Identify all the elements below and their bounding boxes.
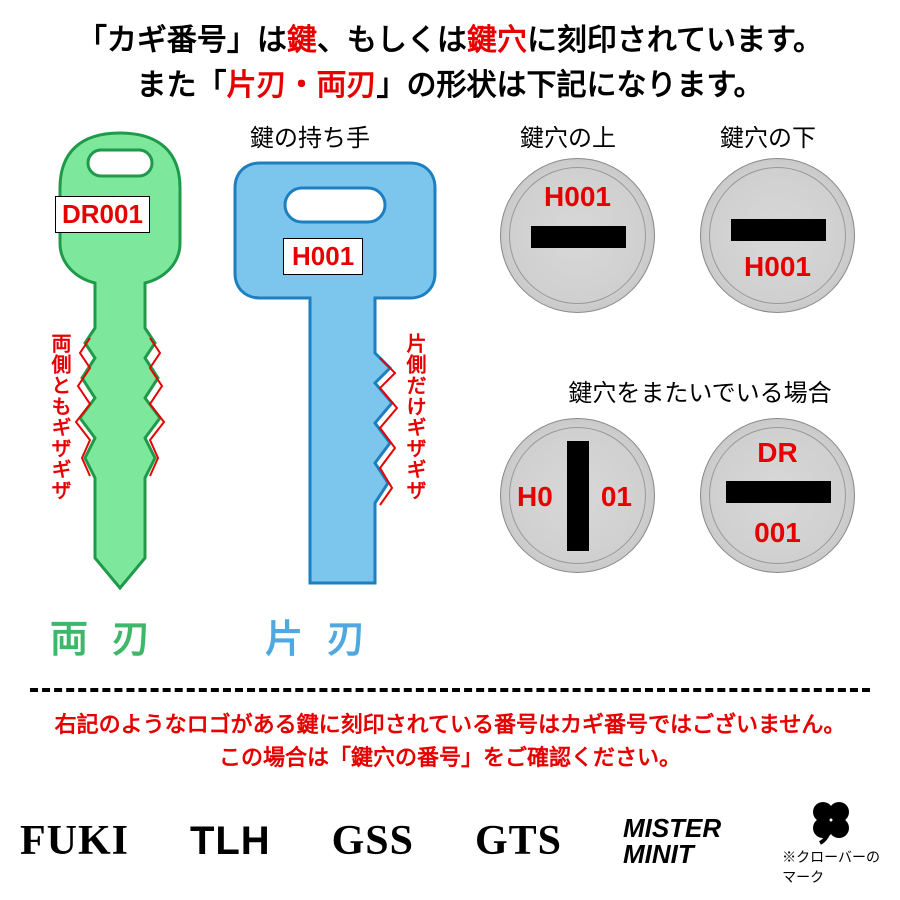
logo-gss: GSS [332,817,414,865]
bottom-warning: 右記のようなロゴがある鍵に刻印されている番号はカギ番号ではございません。 この場… [0,708,900,774]
logo-tlh: TLH [190,819,271,864]
logo-fuki: FUKI [20,817,129,865]
logo-gts: GTS [475,817,562,865]
blue-key-title: 鍵の持ち手 [250,118,370,153]
blue-key-code: H001 [283,238,363,275]
keyhole-2: H001 [700,158,855,313]
divider [30,688,870,692]
header-text: 「カギ番号」は鍵、もしくは鍵穴に刻印されています。 また「片刃・両刃」の形状は下… [0,0,900,118]
keyhole-4: DR 001 [700,418,855,573]
keyhole-3: H0 01 [500,418,655,573]
blue-side-note: 片側だけギザギザ [400,333,429,501]
keyhole-straddle-title: 鍵穴をまたいでいる場合 [530,373,870,408]
keyhole-top-title: 鍵穴の上 [520,118,616,153]
green-key-code: DR001 [55,196,150,233]
clover-note: ※クローバーの マーク [782,847,880,887]
clover-icon: ※クローバーの マーク [782,795,880,887]
logo-mister-minit: MISTERMINIT [623,815,721,867]
green-type-label: 両刃 [50,608,174,663]
green-side-note: 両側ともギザギザ [45,333,74,501]
blue-type-label: 片刃 [265,608,389,663]
keyhole-1: H001 [500,158,655,313]
diagram-area: DR001 両側ともギザギザ 鍵の持ち手 H001 片側だけギザギザ 両刃 片刃… [0,118,900,678]
keyhole-bottom-title: 鍵穴の下 [720,118,816,153]
logo-row: FUKI TLH GSS GTS MISTERMINIT ※クローバーの マーク [20,795,880,887]
